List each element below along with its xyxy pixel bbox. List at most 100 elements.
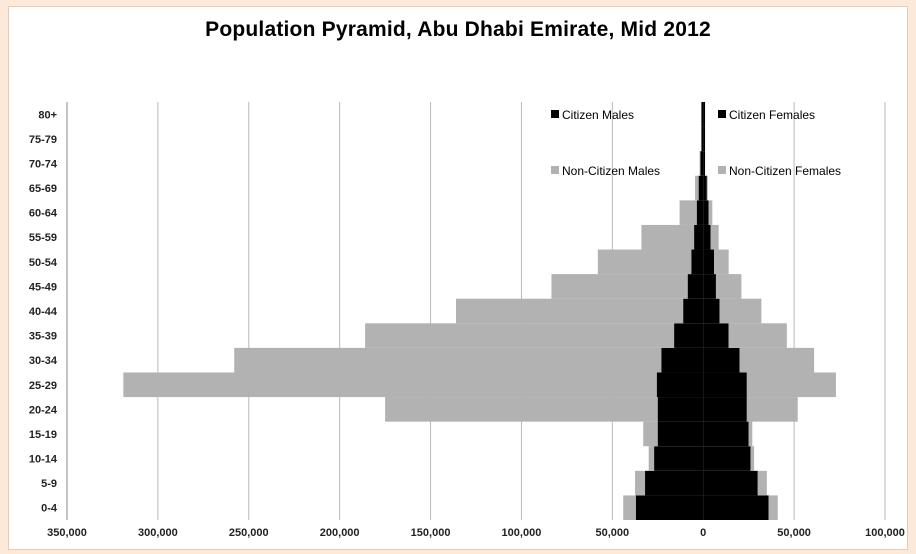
y-category-label: 40-44 bbox=[29, 306, 58, 318]
bar-noncitizen-males bbox=[648, 446, 655, 471]
bar-citizen-males bbox=[701, 102, 704, 127]
y-category-label: 35-39 bbox=[29, 331, 57, 343]
legend-swatch bbox=[718, 110, 726, 118]
legend-label: Non-Citizen Females bbox=[729, 164, 841, 178]
bar-noncitizen-females bbox=[750, 446, 755, 471]
x-tick-label: 200,000 bbox=[320, 527, 360, 539]
bar-citizen-females bbox=[703, 495, 769, 520]
x-tick-label: 100,000 bbox=[502, 527, 542, 539]
bar-noncitizen-females bbox=[746, 397, 798, 422]
bar-noncitizen-females bbox=[719, 298, 762, 324]
bar-citizen-males bbox=[635, 495, 704, 520]
bar-citizen-females bbox=[703, 323, 729, 348]
bar-noncitizen-males bbox=[456, 298, 684, 324]
bar-citizen-males bbox=[698, 175, 704, 201]
bar-citizen-males bbox=[657, 421, 704, 447]
y-category-label: 60-64 bbox=[29, 208, 58, 220]
bar-noncitizen-males bbox=[551, 274, 688, 299]
bar-noncitizen-males bbox=[643, 421, 658, 447]
x-tick-label: 250,000 bbox=[229, 527, 269, 539]
bar-noncitizen-males bbox=[365, 323, 675, 348]
bar-citizen-males bbox=[654, 446, 704, 471]
bar-noncitizen-males bbox=[679, 200, 697, 225]
legend-swatch bbox=[551, 166, 559, 174]
bar-citizen-females bbox=[703, 151, 706, 176]
legend-label: Citizen Males bbox=[562, 108, 634, 122]
bar-citizen-males bbox=[700, 151, 704, 176]
bar-citizen-females bbox=[703, 446, 751, 471]
chart-title: Population Pyramid, Abu Dhabi Emirate, M… bbox=[205, 18, 711, 41]
legend-swatch bbox=[551, 110, 559, 118]
bar-citizen-females bbox=[703, 397, 747, 422]
bar-noncitizen-females bbox=[706, 175, 708, 201]
bar-citizen-females bbox=[703, 274, 716, 299]
x-tick-label: 50,000 bbox=[777, 527, 811, 539]
y-category-label: 65-69 bbox=[29, 183, 57, 195]
y-category-label: 5-9 bbox=[41, 478, 57, 490]
bar-noncitizen-females bbox=[768, 495, 778, 520]
bar-citizen-males bbox=[683, 298, 704, 324]
y-category-label: 10-14 bbox=[29, 454, 58, 466]
bar-citizen-females bbox=[703, 175, 707, 201]
legend-label: Non-Citizen Males bbox=[562, 164, 660, 178]
x-tick-label: 0 bbox=[700, 527, 706, 539]
bar-citizen-males bbox=[696, 200, 704, 225]
y-category-label: 80+ bbox=[38, 109, 57, 121]
bar-citizen-females bbox=[703, 224, 711, 250]
y-category-label: 45-49 bbox=[29, 281, 57, 293]
bar-citizen-males bbox=[691, 249, 704, 275]
x-tick-label: 50,000 bbox=[596, 527, 630, 539]
y-category-label: 75-79 bbox=[29, 134, 57, 146]
y-category-label: 50-54 bbox=[29, 257, 58, 269]
bar-citizen-males bbox=[701, 126, 704, 152]
x-tick-label: 100,000 bbox=[865, 527, 905, 539]
bar-citizen-females bbox=[703, 102, 706, 127]
bar-noncitizen-males bbox=[623, 495, 636, 520]
bar-citizen-males bbox=[657, 397, 704, 422]
bar-citizen-males bbox=[674, 323, 704, 348]
bar-noncitizen-males bbox=[234, 347, 662, 373]
bar-noncitizen-females bbox=[757, 470, 767, 496]
bar-citizen-females bbox=[703, 249, 715, 275]
x-tick-label: 300,000 bbox=[138, 527, 178, 539]
bar-citizen-males bbox=[694, 224, 704, 250]
bar-citizen-females bbox=[703, 470, 758, 496]
x-tick-label: 350,000 bbox=[47, 527, 87, 539]
bar-noncitizen-females bbox=[728, 323, 787, 348]
bar-citizen-females bbox=[703, 372, 747, 398]
bar-citizen-males bbox=[687, 274, 704, 299]
legend-swatch bbox=[718, 166, 726, 174]
bar-noncitizen-females bbox=[710, 224, 719, 250]
bar-noncitizen-males bbox=[597, 249, 692, 275]
y-category-label: 15-19 bbox=[29, 429, 57, 441]
bar-noncitizen-females bbox=[739, 347, 815, 373]
bar-noncitizen-females bbox=[748, 421, 753, 447]
bar-citizen-males bbox=[661, 347, 704, 373]
bar-citizen-females bbox=[703, 126, 706, 152]
bar-noncitizen-males bbox=[695, 175, 699, 201]
bar-citizen-females bbox=[703, 347, 740, 373]
bar-citizen-males bbox=[645, 470, 704, 496]
y-category-label: 25-29 bbox=[29, 380, 57, 392]
bar-citizen-females bbox=[703, 200, 709, 225]
y-category-label: 0-4 bbox=[41, 503, 58, 515]
y-category-label: 20-24 bbox=[29, 404, 58, 416]
bar-noncitizen-males bbox=[641, 224, 695, 250]
bar-citizen-females bbox=[703, 421, 749, 447]
y-category-label: 70-74 bbox=[29, 158, 58, 170]
bar-noncitizen-females bbox=[714, 249, 729, 275]
bar-noncitizen-males bbox=[699, 151, 701, 176]
bar-noncitizen-females bbox=[715, 274, 742, 299]
y-category-label: 55-59 bbox=[29, 232, 57, 244]
bar-noncitizen-males bbox=[123, 372, 657, 398]
bar-citizen-females bbox=[703, 298, 720, 324]
legend-label: Citizen Females bbox=[729, 108, 815, 122]
bar-noncitizen-females bbox=[746, 372, 836, 398]
bar-noncitizen-males bbox=[385, 397, 658, 422]
bar-noncitizen-males bbox=[635, 470, 646, 496]
y-category-label: 30-34 bbox=[29, 355, 58, 367]
bar-noncitizen-females bbox=[708, 200, 713, 225]
x-tick-label: 150,000 bbox=[411, 527, 451, 539]
bar-citizen-males bbox=[656, 372, 704, 398]
